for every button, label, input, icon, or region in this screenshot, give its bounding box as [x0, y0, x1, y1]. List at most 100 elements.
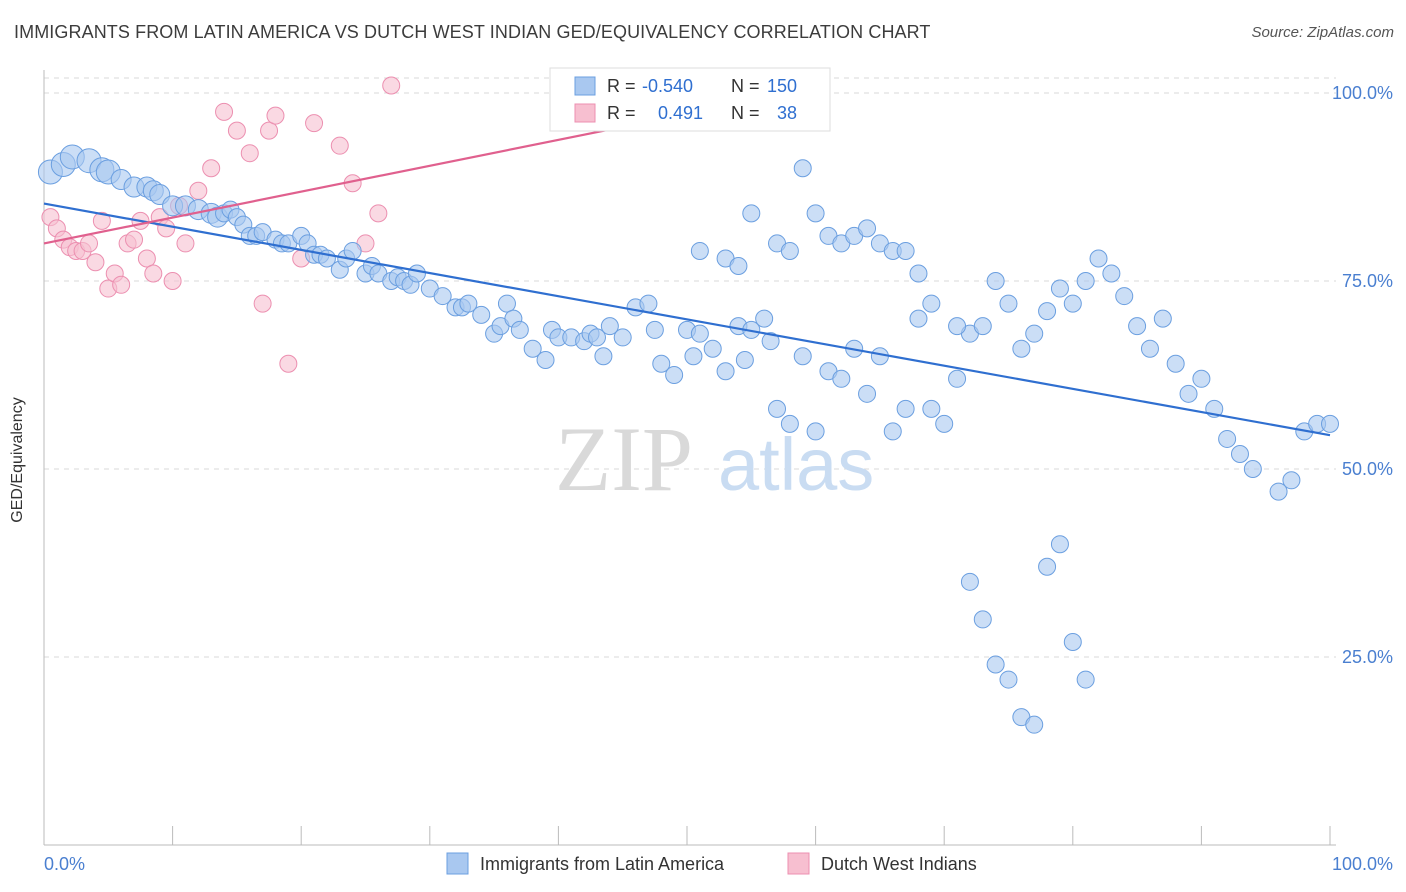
- data-point-latin-america: [755, 309, 774, 328]
- data-point-latin-america: [594, 347, 613, 366]
- legend-marker-dutch-west-indians: [787, 852, 810, 875]
- data-point-latin-america: [883, 422, 902, 441]
- data-point-latin-america: [1269, 482, 1288, 501]
- data-point-dutch-west-indians: [86, 253, 105, 272]
- data-point-dutch-west-indians: [279, 354, 298, 373]
- legend-r-label-pink: R =: [607, 103, 636, 123]
- data-point-latin-america: [1025, 715, 1044, 734]
- data-point-latin-america: [922, 399, 941, 418]
- data-point-dutch-west-indians: [80, 234, 99, 253]
- data-point-dutch-west-indians: [176, 234, 195, 253]
- data-point-dutch-west-indians: [92, 211, 111, 230]
- data-point-latin-america: [1076, 272, 1095, 291]
- data-point-latin-america: [536, 350, 555, 369]
- legend-label-latin-america: Immigrants from Latin America: [480, 854, 725, 874]
- data-point-dutch-west-indians: [189, 181, 208, 200]
- data-point-latin-america: [793, 159, 812, 178]
- data-point-dutch-west-indians: [253, 294, 272, 313]
- data-point-latin-america: [948, 369, 967, 388]
- data-point-latin-america: [1321, 414, 1339, 433]
- data-point-latin-america: [343, 241, 362, 260]
- data-point-latin-america: [999, 294, 1018, 313]
- data-point-dutch-west-indians: [266, 106, 285, 125]
- data-point-latin-america: [806, 422, 825, 441]
- data-point-latin-america: [896, 241, 915, 260]
- data-point-latin-america: [1050, 535, 1069, 554]
- data-point-latin-america: [1038, 557, 1057, 576]
- data-point-latin-america: [986, 272, 1005, 291]
- series-legend: Immigrants from Latin America Dutch West…: [446, 852, 977, 875]
- data-point-latin-america: [948, 317, 967, 336]
- data-point-latin-america: [922, 294, 941, 313]
- legend-marker-latin-america: [446, 852, 469, 875]
- legend-n-value-blue: 150: [767, 76, 797, 96]
- data-point-latin-america: [1050, 279, 1069, 298]
- data-point-latin-america: [433, 287, 452, 306]
- data-point-latin-america: [600, 317, 619, 336]
- data-point-latin-america: [896, 399, 915, 418]
- data-point-latin-america: [1153, 309, 1172, 328]
- data-point-latin-america: [1076, 670, 1095, 689]
- data-point-dutch-west-indians: [157, 219, 176, 238]
- data-point-dutch-west-indians: [369, 204, 388, 223]
- data-point-dutch-west-indians: [260, 121, 279, 140]
- x-tick-label-min: 0.0%: [44, 854, 85, 874]
- data-point-latin-america: [703, 339, 722, 358]
- data-point-dutch-west-indians: [137, 249, 156, 268]
- data-point-latin-america: [909, 264, 928, 283]
- data-point-latin-america: [1089, 249, 1108, 268]
- data-point-latin-america: [690, 324, 709, 343]
- data-point-dutch-west-indians: [330, 136, 349, 155]
- data-point-latin-america: [1140, 339, 1159, 358]
- data-point-latin-america: [472, 305, 491, 324]
- legend-swatch-pink: [574, 103, 596, 123]
- data-point-latin-america: [1038, 302, 1057, 321]
- data-point-dutch-west-indians: [215, 102, 234, 121]
- data-point-latin-america: [1192, 369, 1211, 388]
- data-point-latin-america: [639, 294, 658, 313]
- data-point-latin-america: [1128, 317, 1147, 336]
- data-point-latin-america: [1115, 287, 1134, 306]
- y-tick-label: 25.0%: [1342, 647, 1393, 667]
- data-point-dutch-west-indians: [112, 275, 131, 294]
- data-point-latin-america: [780, 414, 799, 433]
- data-point-latin-america: [459, 294, 478, 313]
- stats-legend-box: [549, 67, 831, 132]
- data-point-latin-america: [1179, 384, 1198, 403]
- data-point-dutch-west-indians: [163, 272, 182, 291]
- data-point-latin-america: [935, 414, 954, 433]
- data-point-latin-america: [986, 655, 1005, 674]
- data-point-latin-america: [510, 320, 529, 339]
- data-point-latin-america: [1063, 294, 1082, 313]
- legend-r-value-blue: -0.540: [642, 76, 693, 96]
- data-point-dutch-west-indians: [202, 159, 221, 178]
- data-point-latin-america: [1012, 339, 1031, 358]
- data-point-latin-america: [497, 294, 516, 313]
- series-latin-america-points: [37, 144, 1339, 734]
- data-point-latin-america: [690, 241, 709, 260]
- y-tick-label: 50.0%: [1342, 459, 1393, 479]
- data-point-latin-america: [613, 328, 632, 347]
- data-point-latin-america: [742, 204, 761, 223]
- data-point-latin-america: [735, 350, 754, 369]
- data-point-latin-america: [1166, 354, 1185, 373]
- data-point-dutch-west-indians: [144, 264, 163, 283]
- data-point-latin-america: [1218, 429, 1237, 448]
- trend-line-latin-america: [43, 202, 1331, 437]
- data-point-latin-america: [1230, 444, 1249, 463]
- data-point-latin-america: [780, 241, 799, 260]
- data-point-latin-america: [793, 347, 812, 366]
- data-point-latin-america: [832, 369, 851, 388]
- data-point-latin-america: [1063, 632, 1082, 651]
- data-point-latin-america: [858, 219, 877, 238]
- legend-label-dutch-west-indians: Dutch West Indians: [821, 854, 977, 874]
- data-point-latin-america: [1025, 324, 1044, 343]
- data-point-latin-america: [729, 256, 748, 275]
- data-point-latin-america: [652, 354, 671, 373]
- data-point-latin-america: [407, 264, 426, 283]
- y-tick-label: 75.0%: [1342, 271, 1393, 291]
- data-point-dutch-west-indians: [227, 121, 246, 140]
- data-point-latin-america: [1282, 471, 1301, 490]
- x-tick-label-max: 100.0%: [1332, 854, 1393, 874]
- watermark-atlas: atlas: [718, 423, 874, 506]
